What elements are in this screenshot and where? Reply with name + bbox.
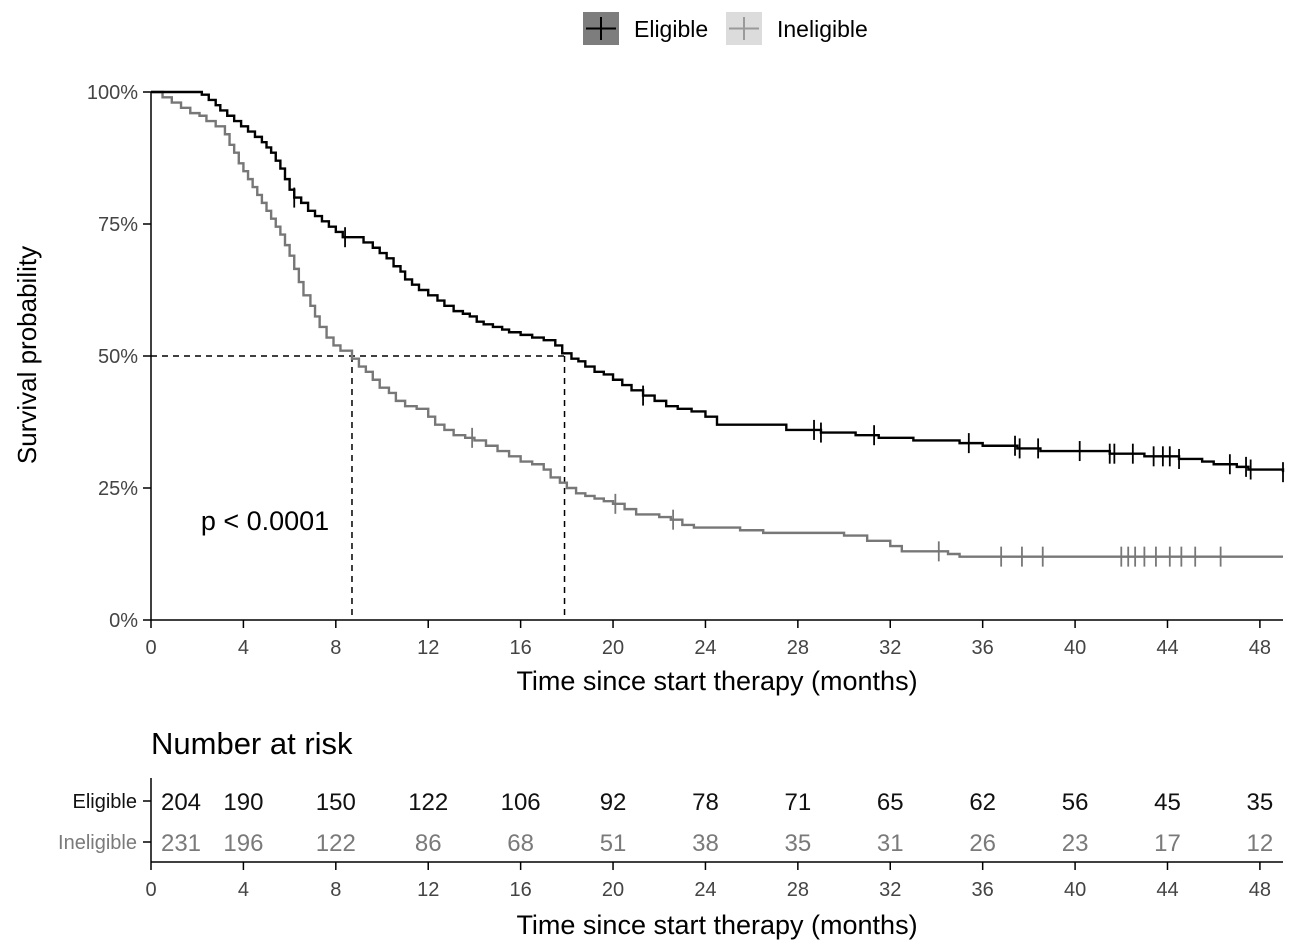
- risk-x-tick-label: 44: [1156, 879, 1178, 901]
- x-tick-label: 36: [972, 637, 994, 659]
- y-tick-label: 0%: [109, 610, 138, 632]
- risk-value-ineligible: 86: [415, 830, 442, 857]
- x-tick-label: 4: [238, 637, 249, 659]
- km-series-group: [151, 90, 1285, 567]
- km-curve-eligible: [151, 90, 1285, 473]
- x-tick-label: 0: [145, 637, 156, 659]
- risk-value-ineligible: 23: [1062, 830, 1089, 857]
- risk-row-label-eligible: Eligible: [73, 791, 137, 813]
- risk-value-eligible: 106: [501, 789, 541, 816]
- x-tick-label: 48: [1249, 637, 1271, 659]
- risk-value-eligible: 122: [408, 789, 448, 816]
- x-tick-label: 20: [602, 637, 624, 659]
- risk-value-ineligible: 26: [969, 830, 996, 857]
- x-tick-label: 28: [787, 637, 809, 659]
- risk-x-tick-label: 12: [417, 879, 439, 901]
- risk-value-eligible: 62: [969, 789, 996, 816]
- legend: Eligible Ineligible: [583, 12, 868, 45]
- risk-value-eligible: 35: [1247, 789, 1274, 816]
- risk-value-ineligible: 35: [785, 830, 812, 857]
- y-tick-label: 25%: [98, 478, 138, 500]
- x-tick-label: 8: [330, 637, 341, 659]
- risk-value-ineligible: 231: [161, 830, 201, 857]
- x-tick-label: 44: [1156, 637, 1178, 659]
- risk-x-tick-label: 32: [879, 879, 901, 901]
- risk-value-eligible: 92: [600, 789, 627, 816]
- y-tick-label: 100%: [87, 82, 138, 104]
- median-lines: [151, 355, 566, 620]
- risk-table: Number at risk 0 4 8 12 16 20 24 28 32 36 40 44 48 E…: [58, 726, 1283, 940]
- x-tick-label: 16: [510, 637, 532, 659]
- risk-table-title: Number at risk: [151, 726, 353, 761]
- legend-label-eligible: Eligible: [634, 16, 708, 42]
- risk-value-eligible: 78: [692, 789, 719, 816]
- y-tick-label: 75%: [98, 214, 138, 236]
- risk-value-ineligible: 122: [316, 830, 356, 857]
- risk-x-tick-label: 48: [1249, 879, 1271, 901]
- risk-table-rows: Eligible 204 190 150 122 106 92 78 71 65 62 56 45 35 I…: [58, 789, 1273, 857]
- risk-value-ineligible: 17: [1154, 830, 1181, 857]
- y-axis-label: Survival probability: [12, 246, 42, 464]
- risk-value-eligible: 56: [1062, 789, 1089, 816]
- km-plot: 0%25%50%75%100%0 4 8 12 16 20 24 28 32 36 40 44 48 p…: [12, 82, 1285, 696]
- p-value-annotation: p < 0.0001: [201, 506, 329, 536]
- risk-value-ineligible: 31: [877, 830, 904, 857]
- risk-table-axes: 0 4 8 12 16 20 24 28 32 36 40 44 48: [143, 778, 1283, 901]
- risk-row-label-ineligible: Ineligible: [58, 832, 137, 854]
- x-tick-label: 32: [879, 637, 901, 659]
- risk-value-ineligible: 68: [507, 830, 534, 857]
- risk-x-tick-label: 16: [510, 879, 532, 901]
- risk-value-eligible: 204: [161, 789, 201, 816]
- risk-value-eligible: 65: [877, 789, 904, 816]
- risk-value-ineligible: 196: [223, 830, 263, 857]
- legend-label-ineligible: Ineligible: [777, 16, 868, 42]
- risk-x-tick-label: 36: [972, 879, 994, 901]
- x-tick-label: 40: [1064, 637, 1086, 659]
- risk-x-tick-label: 4: [238, 879, 249, 901]
- x-tick-label: 12: [417, 637, 439, 659]
- y-tick-label: 50%: [98, 346, 138, 368]
- risk-x-tick-label: 8: [330, 879, 341, 901]
- risk-x-tick-label: 20: [602, 879, 624, 901]
- risk-value-eligible: 71: [785, 789, 812, 816]
- risk-x-tick-label: 40: [1064, 879, 1086, 901]
- risk-table-x-axis-label: Time since start therapy (months): [516, 910, 917, 940]
- risk-x-tick-label: 24: [694, 879, 716, 901]
- risk-value-eligible: 150: [316, 789, 356, 816]
- risk-x-tick-label: 0: [145, 879, 156, 901]
- km-axes: 0%25%50%75%100%0 4 8 12 16 20 24 28 32 36 40 44 48: [87, 82, 1283, 659]
- risk-value-ineligible: 38: [692, 830, 719, 857]
- x-tick-label: 24: [694, 637, 716, 659]
- risk-value-ineligible: 12: [1247, 830, 1274, 857]
- risk-value-eligible: 45: [1154, 789, 1181, 816]
- km-curve-ineligible: [151, 90, 1283, 558]
- risk-value-eligible: 190: [223, 789, 263, 816]
- risk-value-ineligible: 51: [600, 830, 627, 857]
- x-axis-label: Time since start therapy (months): [516, 666, 917, 696]
- risk-x-tick-label: 28: [787, 879, 809, 901]
